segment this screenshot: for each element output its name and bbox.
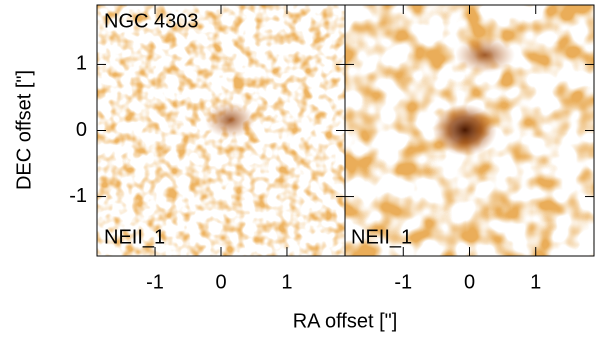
x-tick-label: 1 [281,271,292,293]
x-axis-label: RA offset ["] [293,310,398,332]
panel-sublabel: NEII_1 [351,226,412,248]
panel-sublabel: NEII_1 [104,226,165,248]
x-tick-label: -1 [394,271,412,293]
y-tick-label: 0 [76,119,87,141]
y-tick-label: 1 [76,53,87,75]
y-tick-label: -1 [69,185,87,207]
panel-image [345,5,594,256]
x-tick-label: -1 [146,271,164,293]
panel-image [97,5,345,256]
x-tick-label: 0 [464,271,475,293]
panel-label: NGC 4303 [104,10,199,32]
x-tick-label: 0 [215,271,226,293]
x-tick-label: 1 [530,271,541,293]
y-axis-label: DEC offset ["] [13,70,35,190]
